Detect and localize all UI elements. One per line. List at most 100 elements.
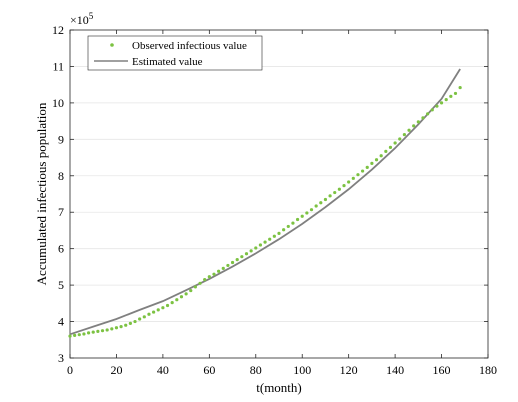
x-tick-label-8: 160 — [433, 363, 451, 377]
x-axis-label: t(month) — [256, 380, 302, 395]
x-tick-label-6: 120 — [340, 363, 358, 377]
data-point-observed — [384, 149, 388, 153]
data-point-observed — [189, 288, 193, 293]
data-point-observed — [175, 298, 179, 302]
data-point-observed — [170, 301, 174, 305]
data-point-observed — [258, 243, 263, 247]
data-point-observed — [305, 211, 309, 215]
data-point-observed — [388, 145, 393, 149]
data-point-observed — [416, 120, 420, 124]
data-point-observed — [133, 319, 137, 324]
data-point-observed — [370, 161, 374, 165]
x-tick-label-9: 180 — [479, 363, 497, 377]
data-point-observed — [333, 190, 337, 195]
y-tick-label-5: 8 — [58, 169, 64, 183]
series-layer — [68, 68, 462, 338]
data-point-observed — [272, 234, 276, 238]
data-point-observed — [249, 249, 253, 253]
data-point-observed — [86, 331, 91, 335]
data-point-observed — [291, 221, 295, 225]
y-tick-label-1: 4 — [58, 315, 64, 329]
x-tick-label-3: 60 — [203, 363, 215, 377]
y-axis-multiplier-exponent: 5 — [89, 11, 94, 21]
data-point-observed — [235, 258, 239, 262]
legend-label-estimated: Estimated value — [132, 56, 203, 68]
data-point-observed — [147, 312, 151, 316]
x-tick-label-0: 0 — [67, 363, 73, 377]
data-point-observed — [91, 330, 95, 334]
data-point-observed — [128, 321, 132, 325]
data-point-observed — [328, 194, 332, 198]
data-point-observed — [119, 325, 123, 329]
data-point-observed — [407, 128, 411, 132]
data-point-observed — [444, 98, 448, 102]
data-point-observed — [142, 315, 146, 319]
legend-marker-observed — [110, 43, 114, 47]
data-point-observed — [240, 255, 244, 259]
legend-label-observed: Observed infectious value — [132, 40, 247, 52]
data-point-observed — [412, 124, 416, 128]
data-point-observed — [179, 295, 184, 299]
legend-box — [87, 35, 263, 71]
x-tick-label-4: 80 — [250, 363, 262, 377]
data-point-observed — [374, 158, 379, 162]
data-point-observed — [365, 165, 369, 169]
y-axis-multiplier-base: ×10 — [70, 13, 89, 27]
legend: Observed infectious value Estimated valu… — [87, 35, 263, 71]
data-point-observed — [309, 208, 314, 212]
axis-ticks: 0 20 40 60 80 100 120 140 160 180 3 4 5 6 7 8 9 10 11 12 — [52, 23, 497, 377]
y-tick-label-9: 12 — [52, 23, 64, 37]
data-point-observed — [203, 278, 207, 282]
data-point-observed — [152, 310, 156, 314]
y-axis-label: Accumulated infectious population — [34, 102, 49, 285]
data-point-observed — [361, 169, 365, 173]
data-point-observed — [323, 197, 328, 202]
y-axis-multiplier: ×105 — [70, 11, 94, 27]
data-point-observed — [337, 187, 341, 191]
data-point-observed — [184, 292, 188, 296]
data-point-observed — [217, 269, 221, 273]
series-line-estimated — [69, 68, 461, 336]
data-point-observed — [244, 252, 249, 256]
data-point-observed — [68, 334, 72, 338]
data-point-observed — [347, 180, 351, 184]
data-point-observed — [105, 328, 109, 332]
y-tick-label-3: 6 — [58, 242, 64, 256]
y-tick-label-7: 10 — [52, 96, 64, 110]
data-point-observed — [426, 112, 430, 116]
data-point-observed — [193, 285, 197, 289]
data-point-observed — [254, 246, 258, 250]
data-point-observed — [398, 137, 402, 141]
data-point-observed — [77, 333, 81, 337]
data-point-observed — [221, 266, 225, 270]
data-point-observed — [453, 91, 458, 96]
data-point-observed — [100, 329, 105, 333]
data-point-observed — [314, 204, 318, 208]
data-point-observed — [138, 317, 142, 321]
x-tick-label-2: 40 — [157, 363, 169, 377]
data-point-observed — [198, 281, 202, 285]
data-point-observed — [449, 94, 453, 98]
data-point-observed — [393, 141, 397, 145]
data-point-observed — [379, 154, 383, 158]
data-point-observed — [161, 306, 165, 310]
data-point-observed — [226, 263, 230, 268]
data-point-observed — [435, 104, 439, 108]
data-point-observed — [96, 329, 100, 333]
y-tick-label-2: 5 — [58, 278, 64, 292]
data-point-observed — [342, 184, 346, 188]
data-point-observed — [402, 132, 406, 137]
y-tick-label-6: 9 — [58, 132, 64, 146]
y-tick-label-8: 11 — [52, 59, 64, 73]
data-point-observed — [165, 303, 170, 308]
data-point-observed — [156, 308, 160, 312]
data-point-observed — [268, 237, 272, 241]
data-point-observed — [300, 214, 304, 218]
data-point-observed — [458, 85, 462, 90]
x-tick-label-5: 100 — [293, 363, 311, 377]
axes-box — [69, 29, 489, 359]
data-point-observed — [319, 201, 323, 205]
data-point-observed — [282, 228, 286, 232]
data-point-observed — [277, 231, 281, 235]
